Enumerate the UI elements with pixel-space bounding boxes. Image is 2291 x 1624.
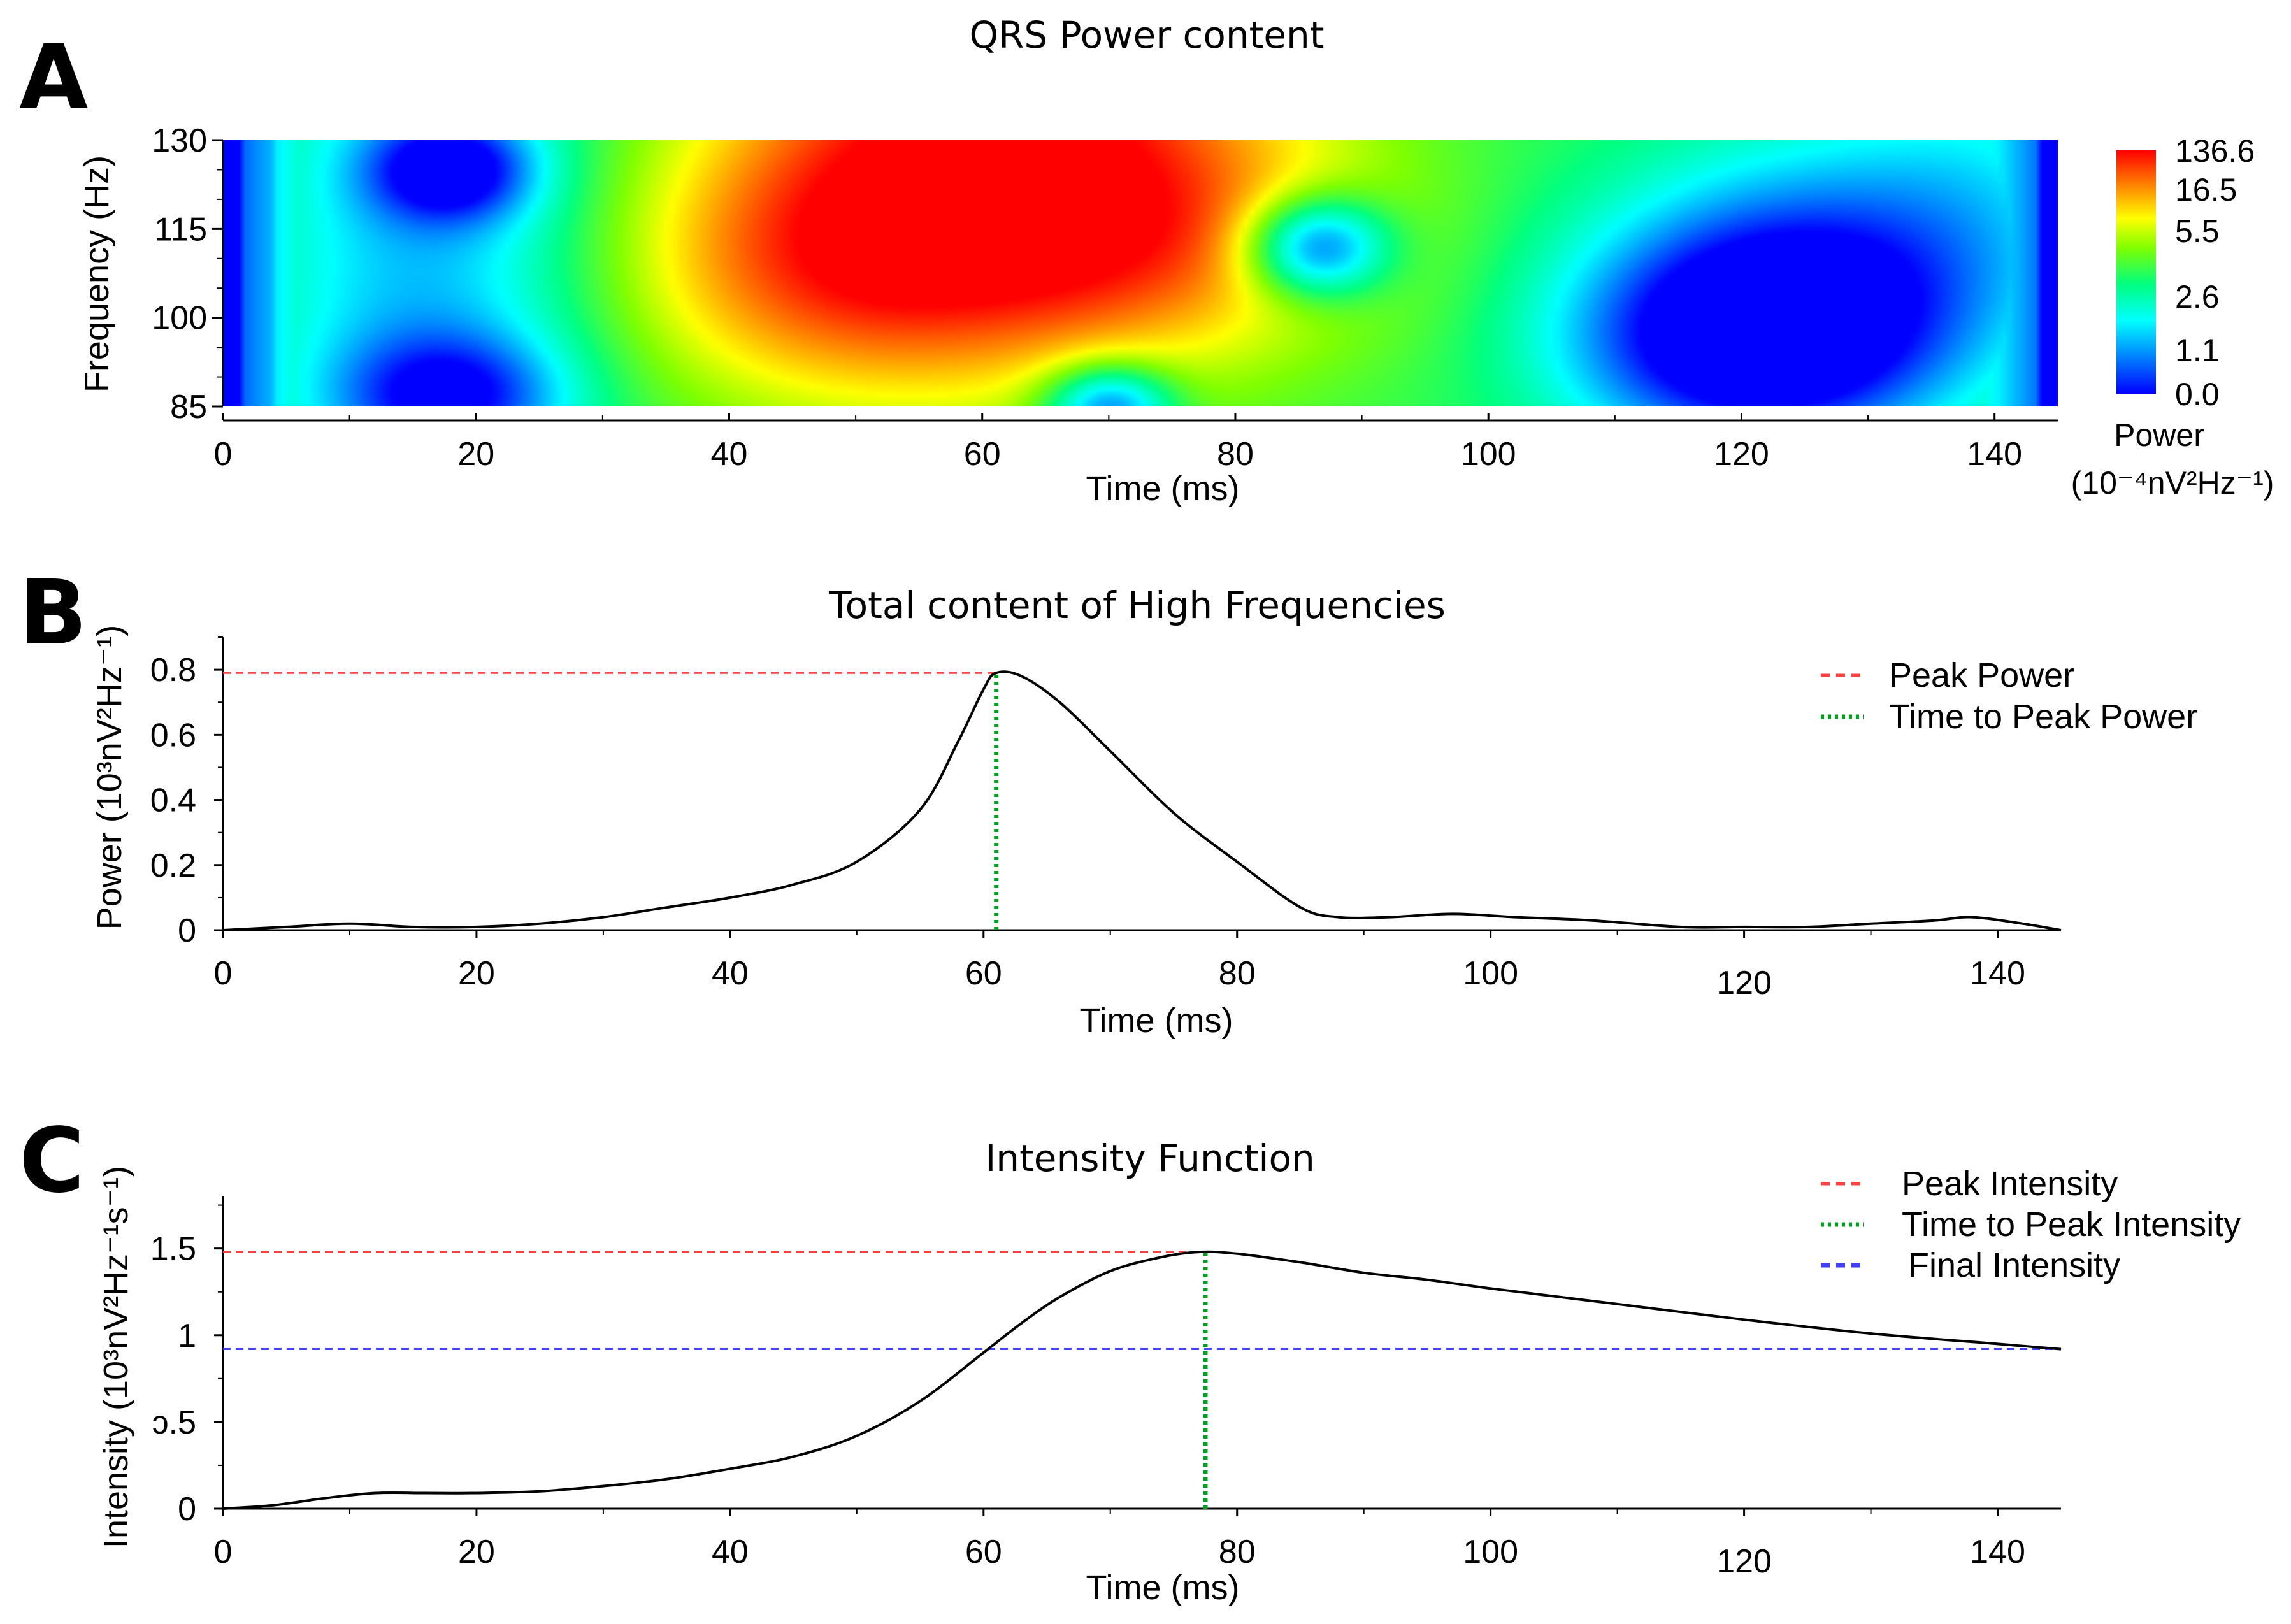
x-axis-label-c: Time (ms) [1086, 1569, 1240, 1607]
panel-c-x-tick-label: 60 [965, 1534, 1002, 1570]
colorbar-tick-label: 136.6 [2175, 133, 2255, 169]
colorbar-ticks: 136.616.5 5.5 2.6 1.1 0.0 [2175, 133, 2255, 412]
panel-b-x-tick-label: 0 [214, 955, 233, 992]
legend-b-time-to-peak-label: Time to Peak Power [1889, 698, 2197, 736]
legend-c-time-to-peak-label: Time to Peak Intensity [1902, 1205, 2241, 1244]
panel-c-series-line [222, 1250, 2062, 1510]
legend-b: Peak Power Time to Peak Power [1821, 656, 2197, 736]
legend-c: Peak Intensity Time to Peak Intensity Fi… [1821, 1165, 2241, 1284]
legend-c-final-intensity-label: Final Intensity [1908, 1246, 2120, 1284]
y-tick-label-a: 85 [170, 389, 207, 426]
colorbar-label: Power [2114, 417, 2204, 453]
x-tick-label-a: 0 [214, 436, 233, 473]
y-tick-label-a: 100 [152, 300, 207, 337]
panel-c-x-tick-label: 0 [214, 1534, 233, 1570]
colorbar [2116, 150, 2156, 394]
panel-letter-a: A [19, 26, 88, 130]
colorbar-tick-label: 2.6 [2175, 279, 2220, 315]
y-axis-label-a: Frequency (Hz) [78, 155, 116, 392]
panel-a-heatmap: QRS Power content 0 20 40 60 80 100 120 140 85 10… [78, 13, 2274, 508]
x-tick-label-a: 80 [1217, 436, 1254, 473]
heatmap-plot-area [223, 140, 2058, 406]
heatmap-axes: 0 20 40 60 80 100 120 140 85 100 115 130 [152, 122, 2058, 473]
panel-b-y-tick-label: 0.2 [150, 847, 196, 884]
panel-b-y-tick-label: 0 [178, 912, 196, 949]
panel-b-line-chart: Total content of High Frequencies 0 20 40 6… [90, 584, 2197, 1040]
panel-letter-c: C [19, 1109, 85, 1213]
x-tick-label-a: 100 [1461, 436, 1516, 473]
panel-c-x-tick-label: 40 [712, 1534, 749, 1570]
panel-c-y-tick-label: 1.5 [150, 1231, 196, 1268]
colorbar-tick-label: 0.0 [2175, 377, 2220, 412]
chart-title-b: Total content of High Frequencies [828, 584, 1446, 627]
panel-b-x-tick-label: 80 [1219, 955, 1256, 992]
x-tick-label-a: 60 [964, 436, 1001, 473]
x-axis-label-a: Time (ms) [1086, 470, 1240, 508]
panel-c-x-tick-label: 80 [1219, 1534, 1256, 1570]
panel-letter-b: B [19, 561, 87, 665]
panel-b-y-tick-label: 0.6 [150, 717, 196, 754]
panel-c-plot: 0 20 40 60 80 100 120 140 0 ɔ.5 1 1.5 [150, 1196, 2062, 1580]
x-tick-label-a: 40 [711, 436, 748, 473]
y-axis-label-b: Power (10³nV²Hz⁻¹) [90, 625, 129, 930]
x-axis-label-b: Time (ms) [1080, 1002, 1233, 1040]
colorbar-tick-label: 1.1 [2175, 333, 2220, 368]
y-axis-label-c: Intensity (10³nV²Hz⁻¹s⁻¹) [97, 1166, 135, 1548]
x-tick-label-a: 20 [457, 436, 494, 473]
panel-b-series-line [222, 670, 2062, 931]
panel-c-x-tick-label: 120 [1716, 1543, 1772, 1580]
y-tick-label-a: 115 [154, 211, 207, 248]
colorbar-units: (10⁻⁴nV²Hz⁻¹) [2071, 465, 2274, 501]
panel-b-x-tick-label: 140 [1970, 955, 2025, 992]
colorbar-tick-label: 16.5 [2175, 172, 2237, 208]
panel-b-x-tick-label: 40 [712, 955, 749, 992]
colorbar-tick-label: 5.5 [2175, 213, 2220, 249]
x-tick-label-a: 120 [1714, 436, 1769, 473]
panel-c-x-tick-label: 140 [1970, 1534, 2025, 1570]
panel-c-line-chart: Intensity Function 0 20 40 60 80 100 120 140 0 ɔ.… [97, 1137, 2241, 1607]
panel-b-x-tick-label: 120 [1716, 965, 1772, 1002]
panel-b-y-tick-label: 0.8 [150, 652, 196, 689]
x-tick-label-a: 140 [1967, 436, 2022, 473]
panel-b-y-tick-label: 0.4 [150, 782, 196, 819]
panel-c-y-tick-label: ɔ.5 [152, 1404, 196, 1441]
panel-b-x-tick-label: 60 [965, 955, 1002, 992]
panel-b-x-tick-label: 100 [1463, 955, 1518, 992]
panel-c-x-tick-label: 100 [1463, 1534, 1518, 1570]
panel-c-y-tick-label: 0 [178, 1491, 196, 1528]
chart-title-c: Intensity Function [985, 1137, 1315, 1180]
y-tick-label-a: 130 [152, 122, 207, 159]
panel-b-plot: 0 20 40 60 80 100 120 140 0 0.2 0.4 0.6 0.8 [150, 636, 2062, 1002]
legend-b-peak-power-label: Peak Power [1889, 656, 2074, 694]
panel-b-x-tick-label: 20 [458, 955, 495, 992]
chart-title-a: QRS Power content [969, 13, 1324, 57]
legend-c-peak-intensity-label: Peak Intensity [1902, 1165, 2118, 1203]
panel-c-x-tick-label: 20 [458, 1534, 495, 1570]
panel-c-y-tick-label: 1 [178, 1318, 196, 1355]
